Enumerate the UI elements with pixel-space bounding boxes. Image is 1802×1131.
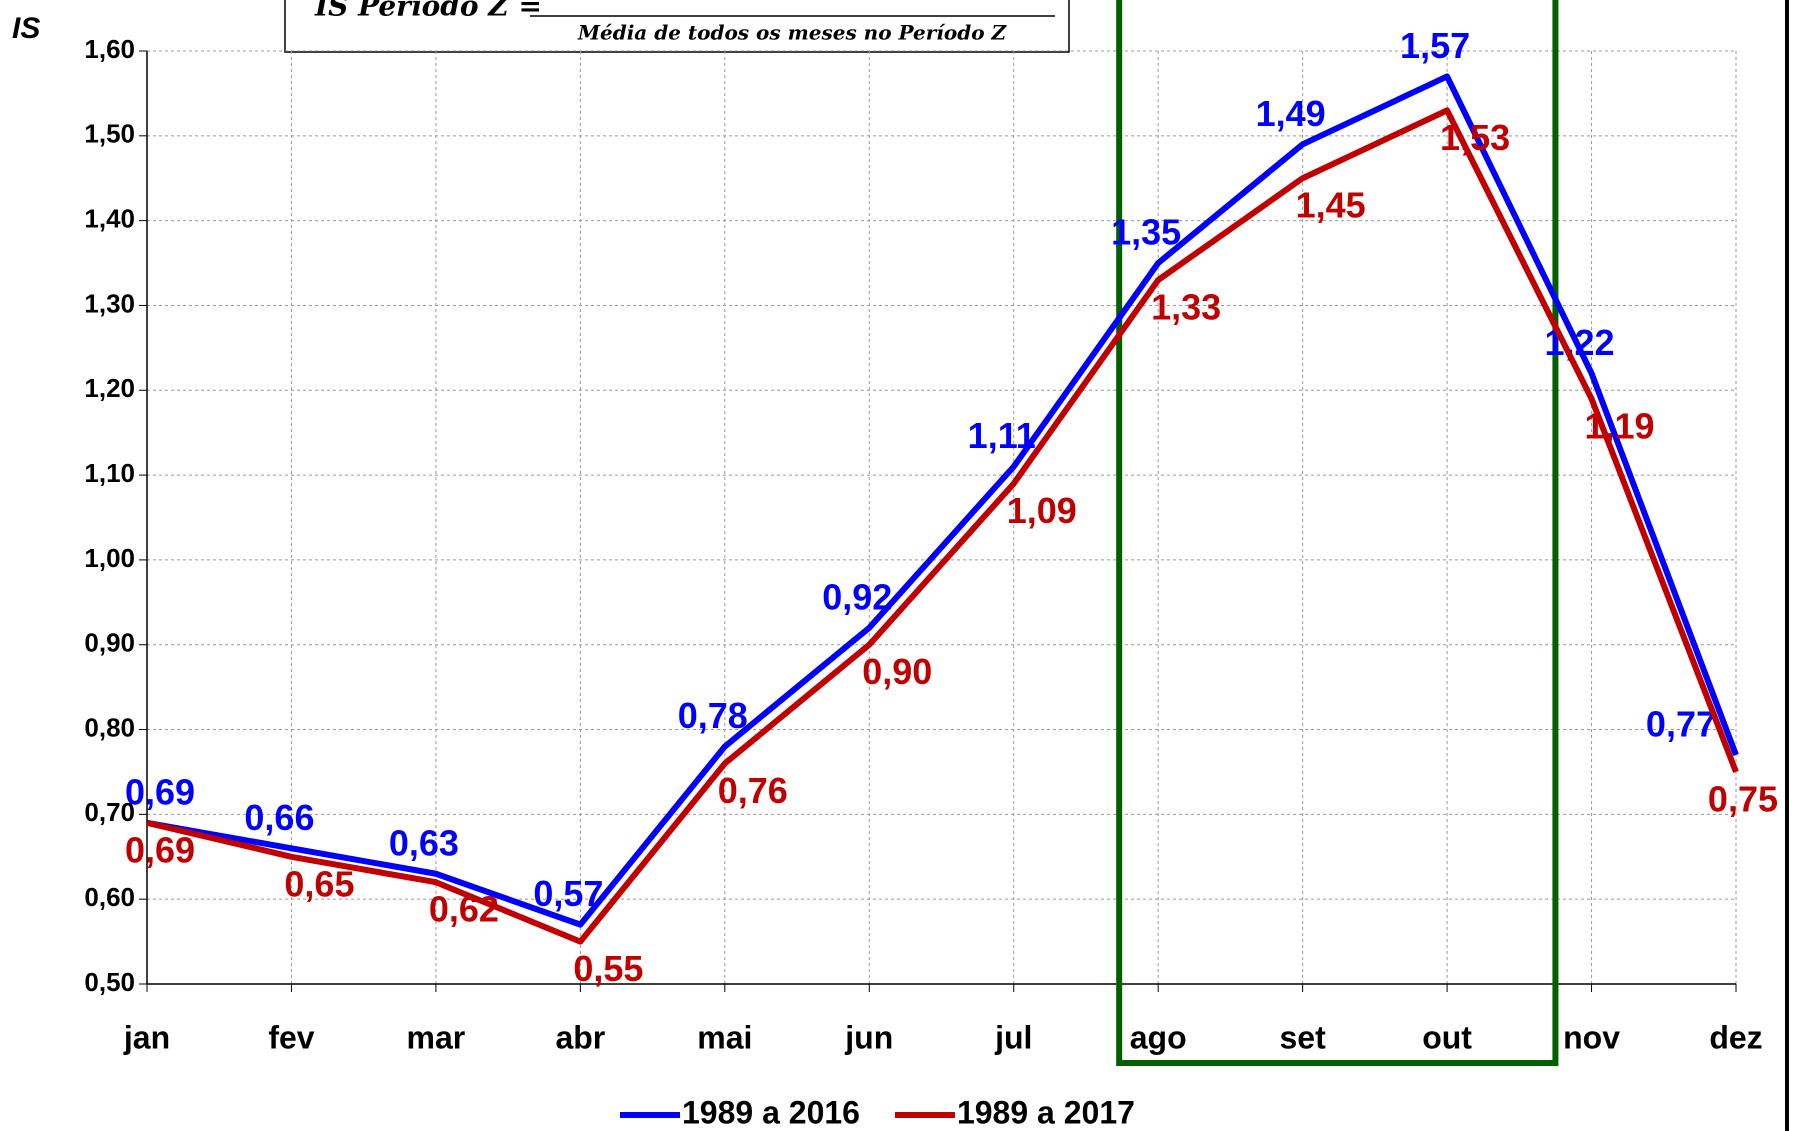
y-tick-label: 1,10	[84, 458, 135, 488]
value-label: 0,92	[822, 576, 892, 617]
y-tick-label: 0,60	[84, 882, 135, 912]
y-tick-label: 1,20	[84, 373, 135, 403]
legend-label: 1989 a 2016	[682, 1094, 860, 1130]
value-label: 0,66	[244, 797, 314, 838]
series-line	[146, 73, 1739, 928]
y-tick-label: 0,50	[84, 967, 135, 997]
value-label: 1,09	[1007, 490, 1077, 531]
value-label: 1,57	[1400, 25, 1470, 66]
x-tick-label: out	[1422, 1019, 1472, 1055]
value-label: 1,35	[1111, 212, 1181, 253]
value-label: 1,33	[1151, 287, 1221, 328]
value-label: 0,69	[125, 829, 195, 870]
x-tick-label: jun	[844, 1019, 893, 1055]
value-label: 0,90	[862, 651, 932, 692]
x-tick-label: jul	[994, 1019, 1032, 1055]
series-line	[146, 107, 1739, 945]
formula-left: IS Período Z =	[314, 0, 542, 23]
x-tick-label: fev	[268, 1019, 314, 1055]
y-tick-label: 1,40	[84, 204, 135, 234]
x-tick-label: mai	[697, 1019, 752, 1055]
x-tick-label: set	[1280, 1019, 1327, 1055]
x-tick-label: mar	[407, 1019, 466, 1055]
value-label: 0,77	[1646, 704, 1716, 745]
y-tick-label: 0,70	[84, 797, 135, 827]
x-tick-label: jan	[123, 1019, 170, 1055]
formula-denominator: Média de todos os meses no Período Z	[577, 21, 1008, 45]
y-tick-label: 0,90	[84, 628, 135, 658]
value-label: 0,75	[1708, 778, 1778, 819]
value-label: 0,57	[533, 873, 603, 914]
formula-box	[284, 0, 1070, 53]
x-tick-label: abr	[555, 1019, 605, 1055]
y-tick-label: 0,80	[84, 712, 135, 742]
value-label: 1,49	[1256, 93, 1326, 134]
y-tick-label: 1,30	[84, 288, 135, 318]
value-label: 1,19	[1585, 405, 1655, 446]
y-tick-label: 1,50	[84, 119, 135, 149]
y-tick-label: 1,60	[84, 34, 135, 64]
value-label: 0,63	[389, 822, 459, 863]
x-tick-label: dez	[1709, 1019, 1762, 1055]
legend-label: 1989 a 2017	[957, 1094, 1135, 1130]
value-label: 0,65	[284, 863, 354, 904]
value-label: 0,78	[678, 695, 748, 736]
y-tick-label: 1,00	[84, 543, 135, 573]
value-label: 0,62	[429, 889, 499, 930]
value-label: 1,53	[1440, 117, 1510, 158]
x-tick-label: nov	[1563, 1019, 1620, 1055]
value-label: 0,55	[573, 948, 643, 989]
x-tick-label: ago	[1130, 1019, 1187, 1055]
value-label: 0,76	[718, 770, 788, 811]
value-label: 1,45	[1296, 185, 1366, 226]
value-label: 0,69	[125, 771, 195, 812]
highlight-box	[1116, 0, 1559, 1066]
value-label: 1,11	[968, 415, 1036, 456]
y-axis-label: IS	[12, 12, 40, 45]
